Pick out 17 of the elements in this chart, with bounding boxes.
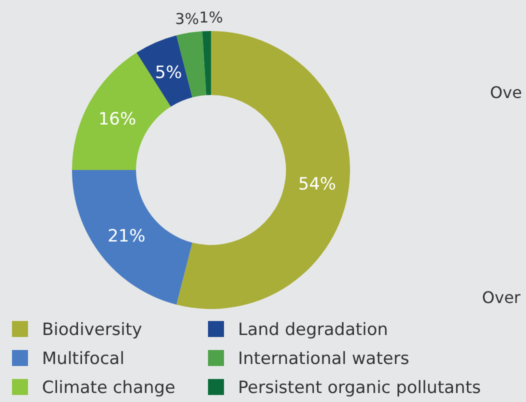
legend-label: Persistent organic pollutants bbox=[238, 378, 481, 398]
donut-slice bbox=[202, 31, 211, 96]
legend-label: International waters bbox=[238, 349, 410, 369]
legend-label: Biodiversity bbox=[42, 320, 142, 340]
legend-label: Multifocal bbox=[42, 349, 124, 369]
text: Ove bbox=[490, 83, 522, 102]
data-label: 16% bbox=[98, 109, 136, 130]
data-label: 54% bbox=[298, 174, 336, 194]
donut-slice bbox=[136, 35, 192, 107]
data-label: 5% bbox=[155, 62, 182, 83]
data-label: 3% bbox=[175, 10, 199, 28]
legend-label: Land degradation bbox=[238, 320, 388, 340]
text: Over bbox=[482, 288, 521, 307]
donut-slice bbox=[72, 170, 192, 305]
data-label: 21% bbox=[108, 226, 146, 247]
legend-label: Climate change bbox=[42, 378, 176, 398]
data-label: 1% bbox=[199, 8, 223, 26]
